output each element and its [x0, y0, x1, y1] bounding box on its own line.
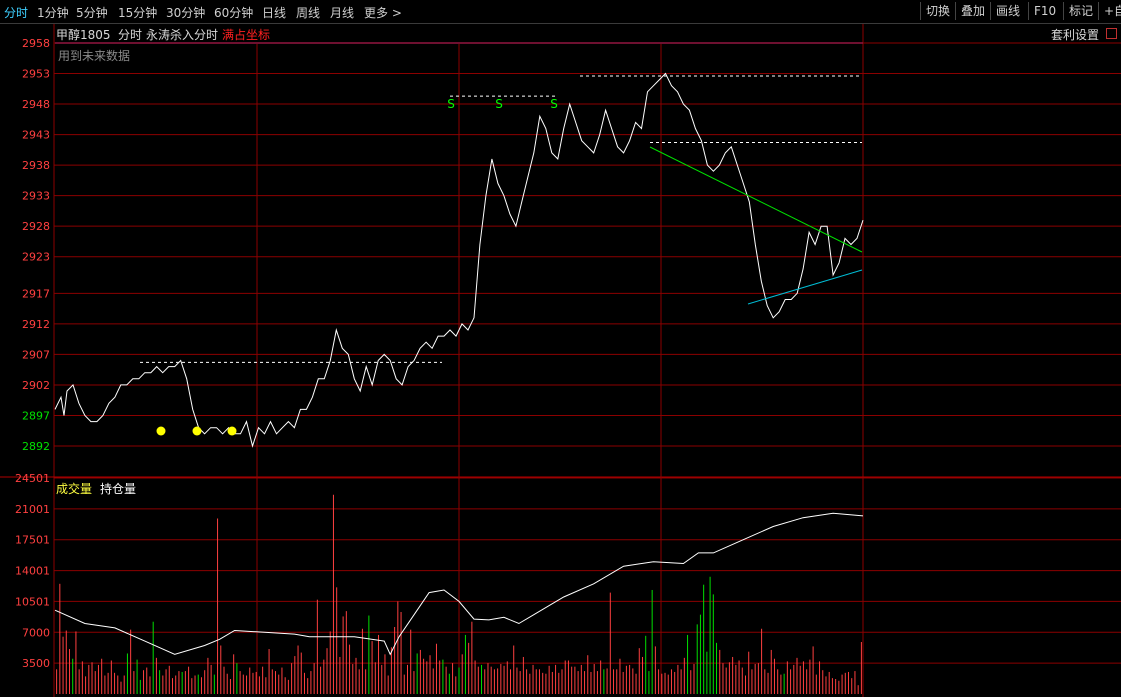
tab-5min[interactable]: 5分钟: [76, 6, 108, 20]
price-tick-label: 2912: [22, 318, 50, 331]
price-line: [54, 72, 864, 448]
custom-button[interactable]: +自: [1098, 2, 1121, 20]
buy-signal-marker: [156, 426, 166, 436]
sell-signal-label: S: [447, 97, 455, 111]
price-tick-label: 2897: [22, 409, 50, 422]
period-toolbar: 分时 1分钟 5分钟 15分钟 30分钟 60分钟 日线 周线 月线 更多 > …: [0, 0, 1121, 24]
indicator-name[interactable]: 永涛杀入分时: [146, 28, 219, 42]
tab-15min[interactable]: 15分钟: [118, 6, 158, 20]
price-tick-label: 2948: [22, 98, 50, 111]
tab-monthly[interactable]: 月线: [330, 6, 355, 20]
mark-button[interactable]: 标记: [1063, 2, 1098, 20]
f10-button[interactable]: F10: [1028, 2, 1061, 20]
price-tick-label: 2923: [22, 251, 50, 264]
settings-checkbox[interactable]: [1106, 28, 1117, 39]
arbitrage-settings[interactable]: 套利设置: [1051, 28, 1100, 42]
tab-daily[interactable]: 日线: [262, 6, 287, 20]
sell-signal-label: S: [550, 97, 558, 111]
price-tick-label: 2938: [22, 159, 50, 172]
price-tick-label: 2917: [22, 287, 50, 300]
price-tick-label: 2928: [22, 220, 50, 233]
overlay-button[interactable]: 叠加: [955, 2, 990, 20]
tab-60min[interactable]: 60分钟: [214, 6, 254, 20]
open-interest-line: [54, 512, 864, 656]
price-tick-label: 2943: [22, 129, 50, 142]
volume-tick-label: 10501: [15, 595, 50, 608]
volume-tick-label: 3500: [22, 657, 50, 670]
sell-signal-label: S: [495, 97, 503, 111]
volume-tick-label: 21001: [15, 503, 50, 516]
chart-mode: 分时: [118, 28, 143, 42]
tab-1min[interactable]: 1分钟: [37, 6, 69, 20]
open-interest-label: 持仓量: [100, 482, 137, 496]
buy-signal-marker: [192, 426, 202, 436]
volume-tick-label: 24501: [15, 472, 50, 485]
buy-signal-marker: [227, 426, 237, 436]
volume-tick-label: 7000: [22, 626, 50, 639]
resistance-trendline: [649, 146, 863, 253]
highlight-label: 满占坐标: [222, 28, 271, 42]
volume-tick-label: 17501: [15, 534, 50, 547]
tab-fenshi[interactable]: 分时: [4, 6, 29, 20]
price-tick-label: 2902: [22, 379, 50, 392]
draw-line-button[interactable]: 画线: [990, 2, 1025, 20]
price-tick-label: 2907: [22, 348, 50, 361]
contract-name: 甲醇1805: [56, 28, 111, 42]
tab-weekly[interactable]: 周线: [296, 6, 321, 20]
tab-more[interactable]: 更多 >: [364, 6, 402, 20]
price-tick-label: 2958: [22, 37, 50, 50]
price-tick-label: 2933: [22, 190, 50, 203]
switch-button[interactable]: 切换: [920, 2, 955, 20]
tab-30min[interactable]: 30分钟: [166, 6, 206, 20]
support-trendline: [747, 269, 863, 305]
price-tick-label: 2953: [22, 68, 50, 81]
future-data-note: 用到未来数据: [58, 49, 131, 63]
price-tick-label: 2892: [22, 440, 50, 453]
volume-tick-label: 14001: [15, 565, 50, 578]
volume-label: 成交量: [56, 482, 93, 496]
